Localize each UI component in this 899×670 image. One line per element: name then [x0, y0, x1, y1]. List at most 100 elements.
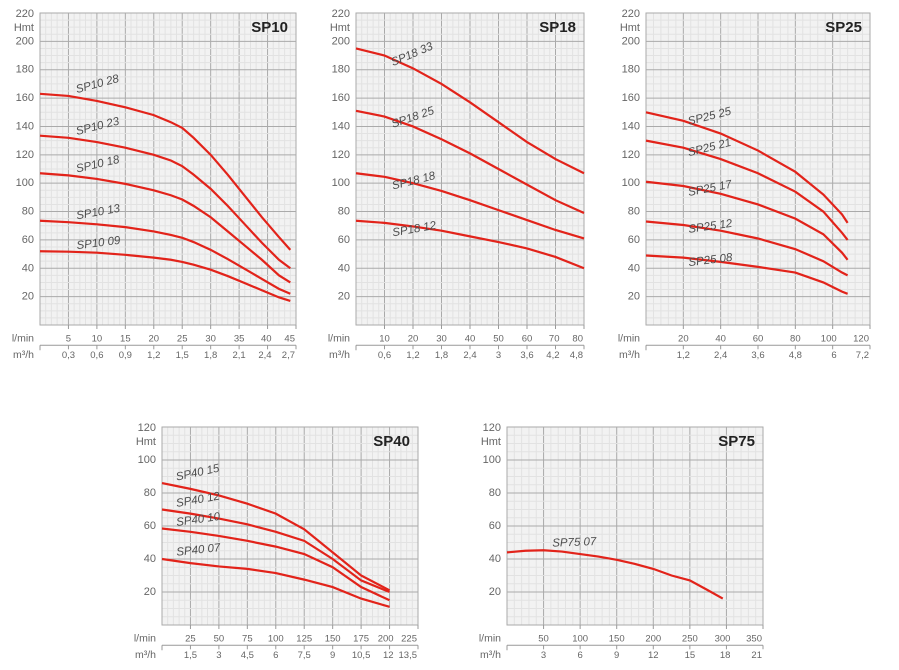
- svg-text:7,5: 7,5: [298, 650, 311, 661]
- svg-text:80: 80: [338, 206, 350, 218]
- svg-text:l/min: l/min: [134, 633, 156, 645]
- svg-text:20: 20: [148, 334, 159, 345]
- svg-text:20: 20: [144, 586, 156, 598]
- svg-text:100: 100: [16, 177, 34, 189]
- svg-text:100: 100: [622, 177, 640, 189]
- svg-text:25: 25: [185, 634, 196, 645]
- svg-text:175: 175: [353, 634, 369, 645]
- svg-text:0,9: 0,9: [119, 350, 132, 361]
- svg-text:2,7: 2,7: [282, 350, 295, 361]
- svg-text:20: 20: [628, 291, 640, 303]
- svg-text:1,5: 1,5: [176, 350, 189, 361]
- svg-text:100: 100: [138, 454, 156, 466]
- svg-text:80: 80: [572, 334, 583, 345]
- svg-text:2,1: 2,1: [233, 350, 246, 361]
- svg-text:60: 60: [753, 334, 764, 345]
- svg-text:l/min: l/min: [479, 633, 501, 645]
- svg-text:80: 80: [144, 487, 156, 499]
- svg-text:200: 200: [378, 634, 394, 645]
- svg-text:40: 40: [715, 334, 726, 345]
- svg-text:l/min: l/min: [328, 333, 350, 345]
- svg-text:70: 70: [549, 334, 560, 345]
- svg-text:100: 100: [483, 454, 501, 466]
- svg-text:2,4: 2,4: [463, 350, 476, 361]
- svg-text:50: 50: [538, 634, 549, 645]
- svg-text:20: 20: [338, 291, 350, 303]
- svg-text:100: 100: [268, 634, 284, 645]
- svg-text:9: 9: [330, 650, 335, 661]
- svg-text:15: 15: [120, 334, 131, 345]
- svg-text:0,3: 0,3: [62, 350, 75, 361]
- svg-text:60: 60: [628, 234, 640, 246]
- svg-text:3,6: 3,6: [751, 350, 764, 361]
- svg-text:Hmt: Hmt: [620, 22, 640, 34]
- svg-text:200: 200: [332, 35, 350, 47]
- svg-text:220: 220: [16, 8, 34, 20]
- svg-text:140: 140: [332, 120, 350, 132]
- svg-text:60: 60: [489, 520, 501, 532]
- svg-text:m³/h: m³/h: [329, 349, 350, 361]
- svg-text:10: 10: [92, 334, 103, 345]
- svg-text:6: 6: [273, 650, 278, 661]
- svg-text:m³/h: m³/h: [135, 649, 156, 661]
- svg-text:40: 40: [144, 553, 156, 565]
- svg-text:60: 60: [22, 234, 34, 246]
- svg-text:60: 60: [522, 334, 533, 345]
- svg-text:SP10: SP10: [251, 19, 288, 36]
- svg-text:100: 100: [821, 334, 837, 345]
- svg-text:80: 80: [22, 206, 34, 218]
- svg-text:12: 12: [648, 650, 659, 661]
- svg-text:140: 140: [622, 120, 640, 132]
- svg-text:225: 225: [401, 634, 417, 645]
- svg-text:l/min: l/min: [12, 333, 34, 345]
- svg-text:30: 30: [436, 334, 447, 345]
- svg-text:40: 40: [465, 334, 476, 345]
- svg-text:20: 20: [22, 291, 34, 303]
- svg-text:125: 125: [296, 634, 312, 645]
- svg-text:1,2: 1,2: [147, 350, 160, 361]
- svg-text:20: 20: [678, 334, 689, 345]
- svg-text:9: 9: [614, 650, 619, 661]
- svg-text:20: 20: [408, 334, 419, 345]
- svg-text:75: 75: [242, 634, 253, 645]
- svg-text:100: 100: [572, 634, 588, 645]
- svg-text:40: 40: [261, 334, 272, 345]
- svg-text:l/min: l/min: [618, 333, 640, 345]
- svg-text:140: 140: [16, 120, 34, 132]
- svg-text:250: 250: [682, 634, 698, 645]
- svg-text:m³/h: m³/h: [619, 349, 640, 361]
- svg-text:180: 180: [622, 64, 640, 76]
- svg-text:180: 180: [16, 64, 34, 76]
- svg-text:4,8: 4,8: [570, 350, 583, 361]
- svg-text:1,8: 1,8: [204, 350, 217, 361]
- svg-text:40: 40: [489, 553, 501, 565]
- svg-text:40: 40: [338, 262, 350, 274]
- svg-text:Hmt: Hmt: [136, 436, 156, 448]
- svg-text:120: 120: [332, 149, 350, 161]
- svg-text:18: 18: [720, 650, 731, 661]
- svg-text:2,4: 2,4: [258, 350, 271, 361]
- svg-text:150: 150: [609, 634, 625, 645]
- svg-text:m³/h: m³/h: [480, 649, 501, 661]
- svg-text:40: 40: [22, 262, 34, 274]
- svg-text:1,2: 1,2: [677, 350, 690, 361]
- svg-text:1,5: 1,5: [184, 650, 197, 661]
- svg-text:35: 35: [234, 334, 245, 345]
- svg-text:6: 6: [577, 650, 582, 661]
- svg-text:4,5: 4,5: [241, 650, 254, 661]
- svg-text:12: 12: [383, 650, 394, 661]
- svg-text:Hmt: Hmt: [14, 22, 34, 34]
- svg-text:180: 180: [332, 64, 350, 76]
- svg-text:220: 220: [622, 8, 640, 20]
- svg-text:13,5: 13,5: [399, 650, 418, 661]
- svg-text:7,2: 7,2: [856, 350, 869, 361]
- svg-text:160: 160: [332, 92, 350, 104]
- svg-text:160: 160: [16, 92, 34, 104]
- svg-text:1,2: 1,2: [406, 350, 419, 361]
- svg-text:120: 120: [483, 422, 501, 434]
- svg-text:200: 200: [16, 35, 34, 47]
- svg-text:120: 120: [16, 149, 34, 161]
- svg-text:4,2: 4,2: [546, 350, 559, 361]
- svg-text:80: 80: [628, 206, 640, 218]
- svg-text:Hmt: Hmt: [481, 436, 501, 448]
